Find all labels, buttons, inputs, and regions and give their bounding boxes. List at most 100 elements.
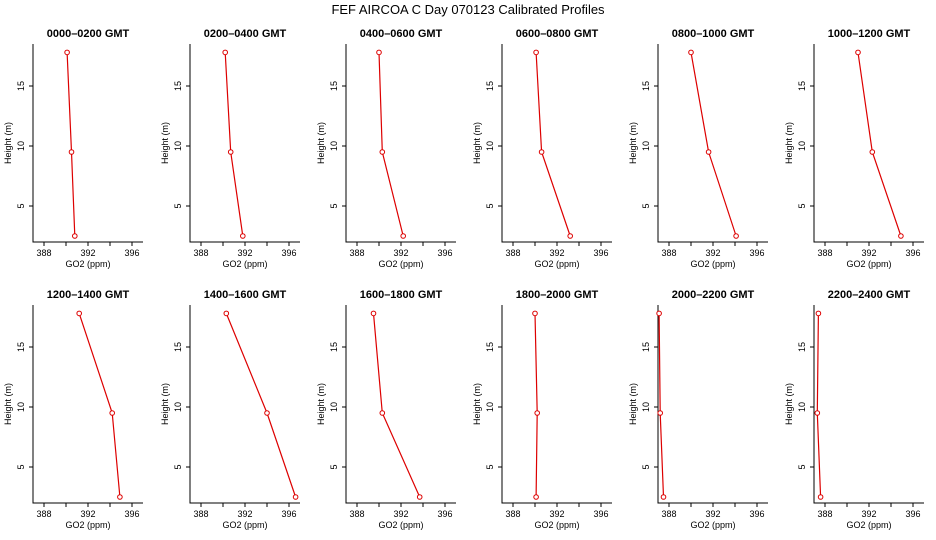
profile-point	[379, 410, 386, 416]
x-tick-label: 396	[905, 248, 920, 258]
y-axis-label: Height (m)	[160, 383, 170, 425]
figure-title: FEF AIRCOA C Day 070123 Calibrated Profi…	[331, 2, 605, 17]
profile-point	[567, 233, 574, 239]
panel-title: 1800–2000 GMT	[516, 289, 599, 301]
profile-panel: 2000–2200 GMT 388 392 396 5 10 15 GO2 (ppm) Heig…	[628, 289, 768, 530]
profile-point	[370, 310, 377, 317]
x-tick-label: 396	[437, 509, 452, 519]
y-tick-label: 5	[641, 203, 651, 208]
x-tick-label: 396	[281, 509, 296, 519]
y-tick-label: 10	[329, 402, 339, 412]
profile-panel: 1800–2000 GMT 388 392 396 5 10 15 GO2 (ppm) Heig…	[472, 289, 612, 530]
y-tick-label: 10	[641, 141, 651, 151]
panel-title: 0400–0600 GMT	[360, 28, 443, 40]
profile-point	[222, 49, 228, 56]
profile-panel: 0200–0400 GMT 388 392 396 5 10 15 GO2 (ppm) Heig…	[160, 28, 300, 269]
y-tick-label: 5	[16, 203, 26, 208]
profile-point	[733, 233, 739, 239]
x-tick-label: 388	[817, 509, 832, 519]
profile-point	[815, 310, 822, 317]
profile-panel: 1400–1600 GMT 388 392 396 5 10 15 GO2 (ppm) Heig…	[160, 289, 300, 530]
x-tick-label: 388	[349, 509, 364, 519]
x-axis-label: GO2 (ppm)	[222, 520, 267, 530]
x-tick-label: 392	[237, 248, 252, 258]
x-tick-label: 396	[593, 248, 608, 258]
profile-point	[855, 49, 861, 56]
y-tick-label: 5	[797, 464, 807, 469]
profile-point	[379, 149, 386, 155]
y-axis-label: Height (m)	[3, 383, 13, 425]
y-tick-label: 5	[329, 464, 339, 469]
x-tick-label: 392	[80, 248, 95, 258]
profile-point	[534, 410, 541, 416]
profile-line	[66, 52, 76, 237]
profile-line	[690, 52, 737, 237]
profile-point	[292, 494, 299, 500]
panel-title: 0000–0200 GMT	[47, 28, 130, 40]
x-axis-label: GO2 (ppm)	[690, 259, 735, 269]
profile-point	[264, 410, 270, 416]
profile-point	[416, 494, 423, 500]
profile-line	[224, 52, 244, 237]
x-tick-label: 388	[193, 509, 208, 519]
profile-point	[68, 149, 75, 155]
y-tick-label: 15	[485, 342, 495, 352]
profile-point	[657, 410, 664, 416]
panel-title: 1400–1600 GMT	[204, 289, 287, 301]
x-tick-label: 392	[861, 248, 876, 258]
x-tick-label: 392	[393, 509, 408, 519]
y-tick-label: 5	[641, 464, 651, 469]
x-tick-label: 396	[124, 509, 139, 519]
y-tick-label: 10	[797, 402, 807, 412]
y-tick-label: 10	[16, 141, 26, 151]
profile-point	[898, 233, 904, 239]
y-tick-label: 10	[641, 402, 651, 412]
profile-point	[533, 49, 539, 56]
profile-line	[378, 52, 404, 237]
x-tick-label: 388	[193, 248, 208, 258]
profile-line	[857, 52, 902, 237]
profile-panel: 0600–0800 GMT 388 392 396 5 10 15 GO2 (ppm) Heig…	[472, 28, 612, 269]
y-tick-label: 5	[329, 203, 339, 208]
profile-point	[869, 149, 876, 155]
x-axis-label: GO2 (ppm)	[534, 520, 579, 530]
x-axis-label: GO2 (ppm)	[65, 520, 110, 530]
profile-point	[223, 310, 230, 317]
y-tick-label: 15	[797, 342, 807, 352]
x-axis-label: GO2 (ppm)	[534, 259, 579, 269]
x-axis-label: GO2 (ppm)	[690, 520, 735, 530]
x-axis-label: GO2 (ppm)	[222, 259, 267, 269]
x-tick-label: 388	[661, 509, 676, 519]
profile-panel: 1200–1400 GMT 388 392 396 5 10 15 GO2 (ppm) Heig…	[3, 289, 143, 530]
panel-title: 0600–0800 GMT	[516, 28, 599, 40]
panel-title: 2200–2400 GMT	[828, 289, 911, 301]
x-tick-label: 396	[905, 509, 920, 519]
panel-title: 0200–0400 GMT	[204, 28, 287, 40]
profile-point	[533, 494, 539, 500]
profile-point	[660, 494, 667, 500]
x-tick-label: 388	[36, 509, 51, 519]
x-axis-label: GO2 (ppm)	[846, 520, 891, 530]
x-tick-label: 392	[80, 509, 95, 519]
y-axis-label: Height (m)	[472, 122, 482, 164]
profile-point	[814, 410, 821, 416]
x-axis-label: GO2 (ppm)	[65, 259, 110, 269]
y-tick-label: 15	[485, 81, 495, 91]
profile-point	[117, 494, 123, 500]
panel-title: 1600–1800 GMT	[360, 289, 443, 301]
profile-point	[656, 310, 662, 317]
x-tick-label: 388	[817, 248, 832, 258]
profile-panel: 1000–1200 GMT 388 392 396 5 10 15 GO2 (ppm) Heig…	[784, 28, 924, 269]
profile-point	[538, 149, 545, 155]
y-axis-label: Height (m)	[628, 383, 638, 425]
profile-panel: 0800–1000 GMT 388 392 396 5 10 15 GO2 (ppm) Heig…	[628, 28, 768, 269]
profile-panel: 2200–2400 GMT 388 392 396 5 10 15 GO2 (ppm) Heig…	[784, 289, 924, 530]
y-tick-label: 15	[797, 81, 807, 91]
y-tick-label: 5	[173, 203, 183, 208]
x-tick-label: 396	[749, 509, 764, 519]
profile-point	[227, 149, 234, 155]
x-axis-label: GO2 (ppm)	[378, 520, 423, 530]
x-tick-label: 392	[861, 509, 876, 519]
profile-point	[817, 494, 824, 500]
y-tick-label: 15	[329, 342, 339, 352]
